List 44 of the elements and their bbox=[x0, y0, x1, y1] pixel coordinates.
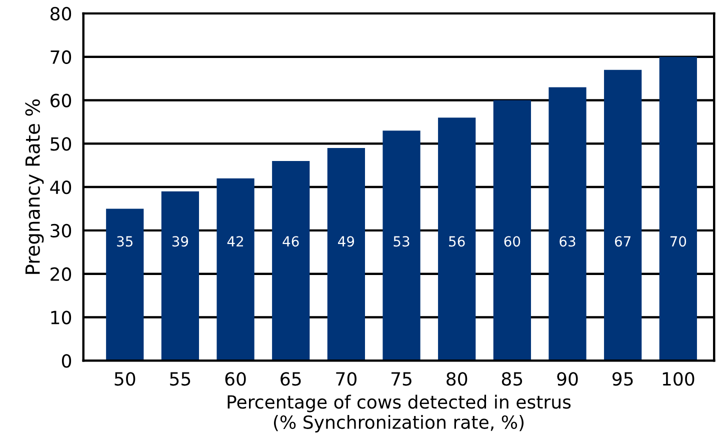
data-label: 46 bbox=[282, 236, 299, 247]
bar bbox=[493, 100, 531, 361]
x-tick-label: 85 bbox=[502, 372, 522, 386]
data-label: 63 bbox=[560, 236, 576, 247]
bar bbox=[438, 118, 476, 361]
y-tick-label: 40 bbox=[50, 180, 72, 194]
x-tick-label: 50 bbox=[114, 372, 136, 386]
x-tick-label: 100 bbox=[662, 372, 694, 386]
x-tick-label: 80 bbox=[446, 372, 468, 386]
y-tick-label: 80 bbox=[50, 6, 72, 21]
y-tick-label: 30 bbox=[50, 224, 72, 238]
data-label: 60 bbox=[504, 236, 520, 247]
bar bbox=[382, 130, 420, 361]
bar bbox=[272, 161, 310, 361]
data-label: 70 bbox=[670, 236, 686, 247]
bar bbox=[161, 191, 200, 361]
data-label: 42 bbox=[227, 236, 243, 246]
x-axis-title: Percentage of cows detected in estrus (% Synchronization rate, %) bbox=[228, 394, 571, 432]
x-tick-label: 60 bbox=[225, 372, 246, 386]
y-axis-title: Pregnancy Rate % bbox=[25, 99, 44, 274]
bar bbox=[659, 56, 697, 361]
bar bbox=[604, 70, 642, 361]
x-tick-label: 90 bbox=[557, 372, 578, 386]
x-tick-label: 55 bbox=[170, 372, 190, 386]
x-tick-label: 95 bbox=[612, 372, 633, 386]
bar bbox=[216, 178, 254, 361]
data-label: 49 bbox=[338, 236, 354, 247]
data-label: 56 bbox=[449, 236, 465, 247]
y-tick-label: 70 bbox=[50, 50, 72, 64]
y-tick-label: 50 bbox=[50, 137, 72, 151]
x-tick-label: 75 bbox=[392, 372, 412, 386]
data-label: 35 bbox=[117, 236, 132, 247]
bar bbox=[548, 87, 586, 361]
y-tick-label: 0 bbox=[62, 354, 72, 368]
y-tick-label: 60 bbox=[50, 94, 72, 108]
x-tick-label: 70 bbox=[336, 372, 356, 386]
data-label: 39 bbox=[172, 236, 188, 247]
bar bbox=[327, 148, 365, 361]
bar bbox=[106, 208, 144, 361]
data-label: 53 bbox=[394, 236, 410, 247]
x-tick-label: 65 bbox=[280, 372, 301, 386]
y-tick-label: 10 bbox=[51, 310, 72, 324]
y-tick-label: 20 bbox=[50, 267, 72, 281]
data-label: 67 bbox=[614, 236, 630, 247]
